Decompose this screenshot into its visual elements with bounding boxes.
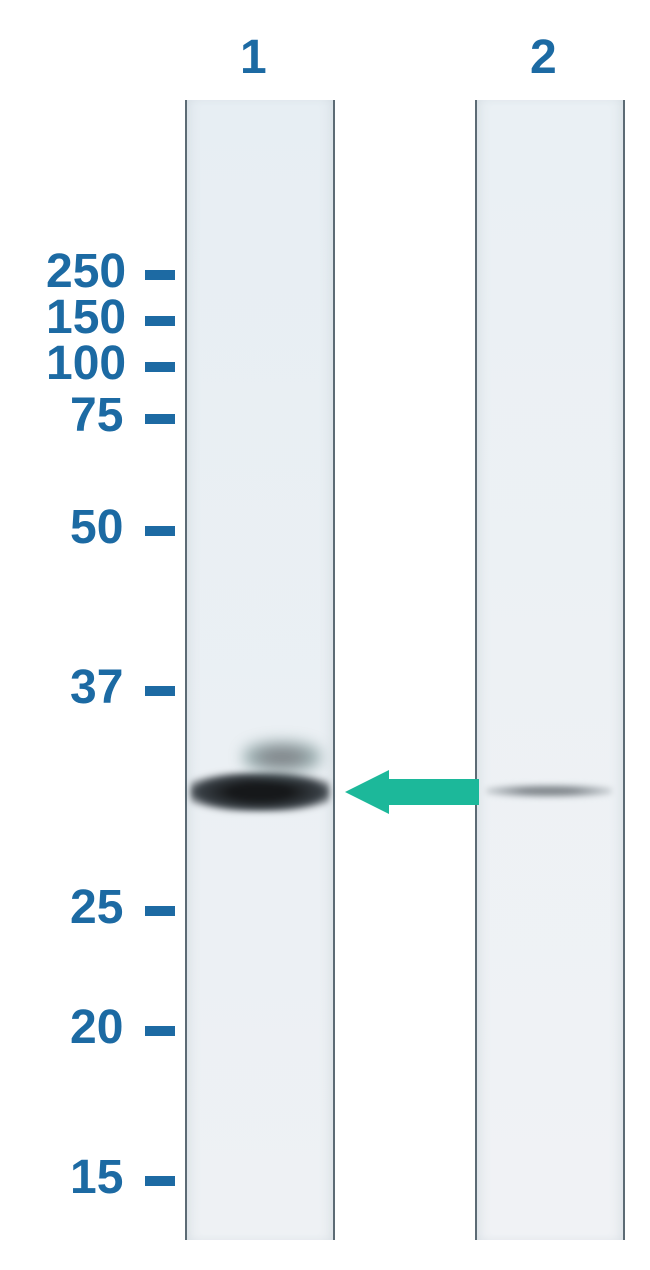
- indicator-arrow: [0, 0, 650, 1270]
- western-blot-figure: 12250150100755037252015: [0, 0, 650, 1270]
- indicator-arrow-shaft: [389, 779, 479, 805]
- indicator-arrow-head: [345, 770, 389, 814]
